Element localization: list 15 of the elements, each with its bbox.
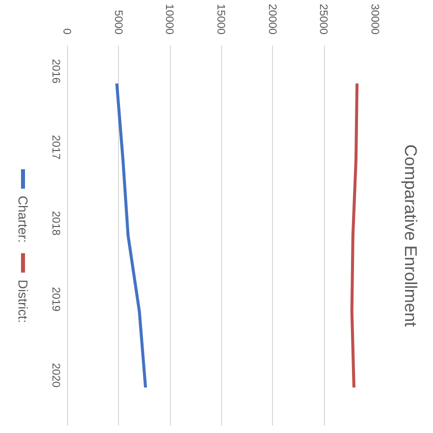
legend-label: Charter: xyxy=(16,196,30,243)
x-tick-label: 0 xyxy=(60,28,72,35)
y-tick-label: 2016 xyxy=(50,59,62,84)
x-tick-label: 15000 xyxy=(214,4,226,35)
x-tick-label: 25000 xyxy=(317,4,330,35)
y-tick-label: 2018 xyxy=(50,211,62,236)
x-tick-label: 5000 xyxy=(112,10,124,35)
y-tick-label: 2019 xyxy=(50,287,62,312)
x-tick-label: 10000 xyxy=(163,4,176,35)
text: Comparative Enrollment xyxy=(401,144,420,327)
legend-label: District: xyxy=(16,280,30,324)
x-tick-label: 30000 xyxy=(368,4,380,35)
x-tick-label: 20000 xyxy=(266,4,278,35)
y-tick-label: 2020 xyxy=(50,363,62,388)
y-tick-label: 2017 xyxy=(50,135,62,160)
